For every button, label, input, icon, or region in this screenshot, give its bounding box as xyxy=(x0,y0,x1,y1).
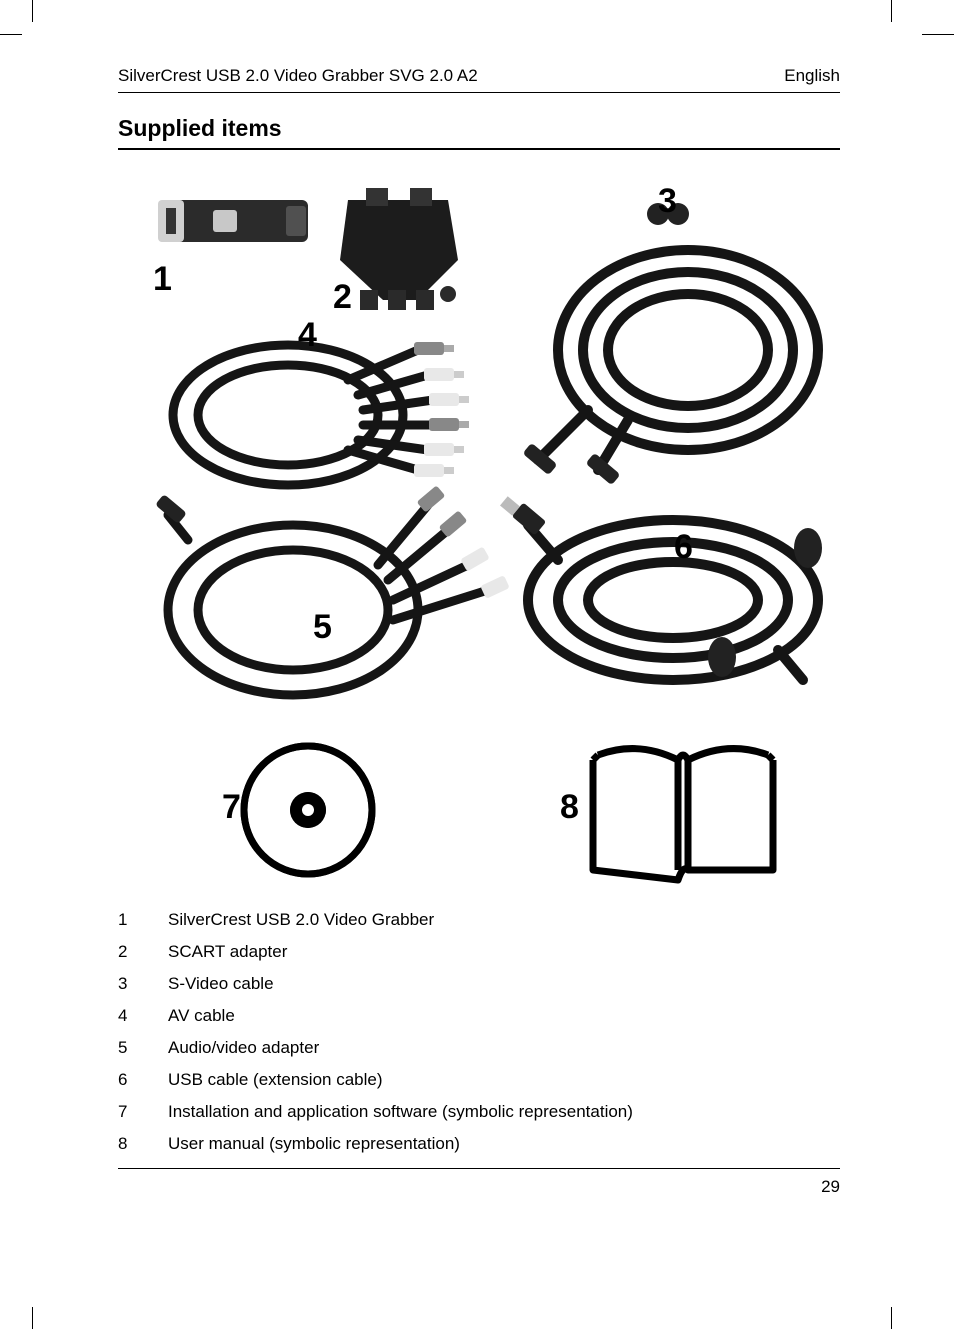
item-number: 5 xyxy=(118,1038,168,1058)
item-number: 7 xyxy=(118,1102,168,1122)
diagram-label-1: 1 xyxy=(153,260,172,299)
svideo-cable-icon xyxy=(522,203,818,485)
item-desc: Audio/video adapter xyxy=(168,1038,319,1058)
item-desc: SCART adapter xyxy=(168,942,287,962)
list-item: 8 User manual (symbolic representation) xyxy=(118,1134,840,1154)
page-number: 29 xyxy=(118,1177,840,1197)
av-adapter-icon xyxy=(155,485,510,695)
scart-adapter-icon xyxy=(340,188,458,310)
footer-rule xyxy=(118,1168,840,1169)
page-header: SilverCrest USB 2.0 Video Grabber SVG 2.… xyxy=(118,66,840,93)
diagram-label-3: 3 xyxy=(658,182,677,221)
item-number: 6 xyxy=(118,1070,168,1090)
crop-mark xyxy=(0,34,22,35)
list-item: 3 S-Video cable xyxy=(118,974,840,994)
supplied-items-diagram: 1 2 3 4 5 6 7 8 xyxy=(118,170,840,890)
manual-book-icon xyxy=(593,749,773,880)
item-desc: S-Video cable xyxy=(168,974,274,994)
diagram-label-2: 2 xyxy=(333,278,352,317)
item-number: 2 xyxy=(118,942,168,962)
list-item: 6 USB cable (extension cable) xyxy=(118,1070,840,1090)
item-list: 1 SilverCrest USB 2.0 Video Grabber 2 SC… xyxy=(118,910,840,1154)
language-label: English xyxy=(784,66,840,86)
diagram-label-5: 5 xyxy=(313,608,332,647)
page-content: SilverCrest USB 2.0 Video Grabber SVG 2.… xyxy=(118,66,840,1197)
list-item: 7 Installation and application software … xyxy=(118,1102,840,1122)
list-item: 4 AV cable xyxy=(118,1006,840,1026)
item-desc: User manual (symbolic representation) xyxy=(168,1134,460,1154)
diagram-svg xyxy=(118,170,840,890)
usb-cable-icon xyxy=(500,496,822,680)
diagram-label-8: 8 xyxy=(560,788,579,827)
item-desc: Installation and application software (s… xyxy=(168,1102,633,1122)
list-item: 5 Audio/video adapter xyxy=(118,1038,840,1058)
usb-grabber-icon xyxy=(158,200,308,242)
diagram-label-4: 4 xyxy=(298,316,317,355)
product-title: SilverCrest USB 2.0 Video Grabber SVG 2.… xyxy=(118,66,478,86)
list-item: 1 SilverCrest USB 2.0 Video Grabber xyxy=(118,910,840,930)
item-number: 3 xyxy=(118,974,168,994)
crop-mark xyxy=(891,0,892,22)
item-desc: SilverCrest USB 2.0 Video Grabber xyxy=(168,910,434,930)
item-number: 4 xyxy=(118,1006,168,1026)
section-title: Supplied items xyxy=(118,115,840,150)
diagram-label-7: 7 xyxy=(222,788,241,827)
crop-mark xyxy=(32,0,33,22)
item-desc: AV cable xyxy=(168,1006,235,1026)
item-desc: USB cable (extension cable) xyxy=(168,1070,383,1090)
crop-mark xyxy=(922,34,954,35)
crop-mark xyxy=(32,1307,33,1329)
item-number: 1 xyxy=(118,910,168,930)
av-cable-icon xyxy=(173,342,469,485)
crop-mark xyxy=(891,1307,892,1329)
diagram-label-6: 6 xyxy=(674,528,693,567)
item-number: 8 xyxy=(118,1134,168,1154)
list-item: 2 SCART adapter xyxy=(118,942,840,962)
software-cd-icon xyxy=(244,746,372,874)
